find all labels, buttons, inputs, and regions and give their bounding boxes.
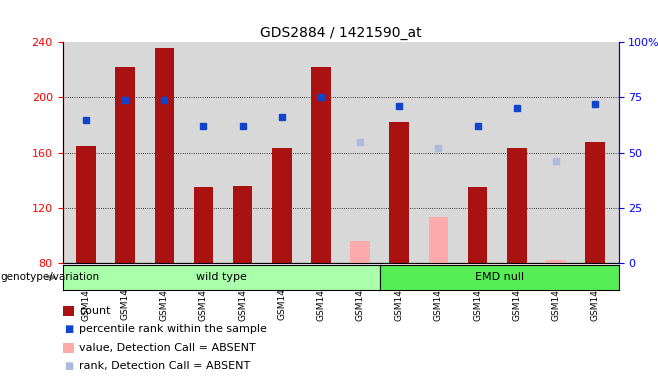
Text: genotype/variation: genotype/variation [0,272,99,283]
Bar [468,187,488,263]
Title: GDS2884 / 1421590_at: GDS2884 / 1421590_at [260,26,421,40]
Bar [155,48,174,263]
Text: rank, Detection Call = ABSENT: rank, Detection Call = ABSENT [79,361,250,371]
Text: wild type: wild type [196,272,247,283]
Bar [507,149,526,263]
Bar [546,260,566,263]
Bar [585,142,605,263]
Bar [76,146,96,263]
Bar [115,67,135,263]
Text: ■: ■ [64,361,73,371]
Bar [311,67,331,263]
Bar [350,241,370,263]
Bar [233,186,253,263]
Text: value, Detection Call = ABSENT: value, Detection Call = ABSENT [79,343,256,353]
Bar [390,122,409,263]
Text: percentile rank within the sample: percentile rank within the sample [79,324,267,334]
Text: ■: ■ [64,324,73,334]
Bar [272,149,291,263]
Bar [428,217,448,263]
Bar [193,187,213,263]
Text: count: count [79,306,111,316]
Text: EMD null: EMD null [475,272,524,283]
